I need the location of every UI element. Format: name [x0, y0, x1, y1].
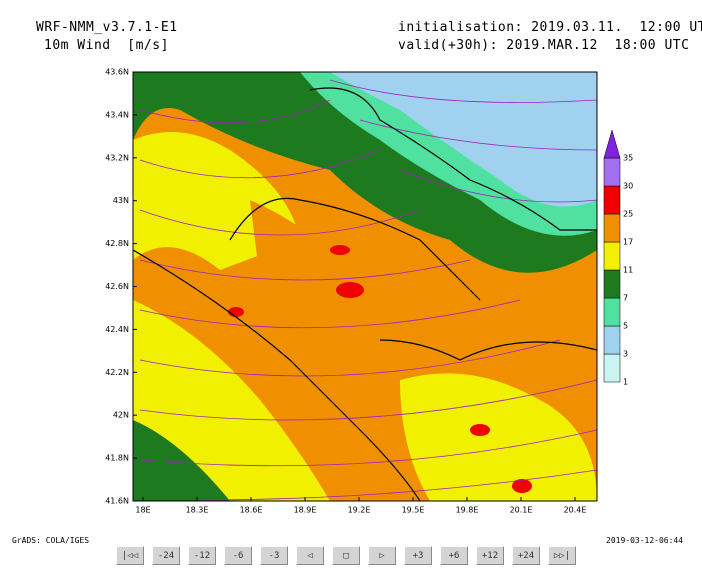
nav-button[interactable]: □: [332, 546, 360, 565]
nav-button[interactable]: ▷: [368, 546, 396, 565]
colorbar-label: 11: [623, 266, 633, 275]
lon-label: 18.9E: [294, 506, 317, 515]
lon-label: 19.8E: [456, 506, 479, 515]
nav-button[interactable]: -12: [188, 546, 216, 565]
nav-button[interactable]: ◁: [296, 546, 324, 565]
colorbar-box: [603, 353, 621, 383]
colorbar-label: 25: [623, 210, 633, 219]
lon-label: 20.4E: [564, 506, 587, 515]
colorbar-arrow: [603, 129, 621, 159]
colorbar-label: 1: [623, 378, 628, 387]
colorbar-box: [603, 213, 621, 243]
colorbar-label: 7: [623, 294, 628, 303]
init-time: initialisation: 2019.03.11. 12:00 UTC: [398, 20, 702, 35]
lat-label: 42.2N: [105, 368, 129, 377]
nav-button[interactable]: +6: [440, 546, 468, 565]
lat-label: 42.6N: [105, 282, 129, 291]
colorbar-box: [603, 269, 621, 299]
lat-label: 41.6N: [105, 497, 129, 506]
lat-label: 41.8N: [105, 454, 129, 463]
colorbar-box: [603, 297, 621, 327]
colorbar-box: [603, 241, 621, 271]
lon-label: 19.5E: [402, 506, 425, 515]
nav-button[interactable]: ▷▷|: [548, 546, 576, 565]
lat-label: 43.4N: [105, 110, 129, 119]
model-name: WRF-NMM_v3.7.1-E1: [36, 20, 178, 35]
lat-label: 43.2N: [105, 153, 129, 162]
colorbar-label: 5: [623, 322, 628, 331]
lon-label: 18.3E: [186, 506, 209, 515]
lat-label: 42.4N: [105, 325, 129, 334]
nav-button[interactable]: +3: [404, 546, 432, 565]
wind-field: [133, 72, 597, 501]
colorbar-box: [603, 185, 621, 215]
nav-button[interactable]: -6: [224, 546, 252, 565]
nav-button[interactable]: +24: [512, 546, 540, 565]
field-name: 10m Wind [m/s]: [44, 38, 169, 53]
lat-label: 43N: [113, 196, 129, 205]
lon-label: 18.6E: [240, 506, 263, 515]
colorbar-label: 30: [623, 182, 633, 191]
lon-label: 20.1E: [510, 506, 533, 515]
lon-label: 19.2E: [348, 506, 371, 515]
nav-button[interactable]: +12: [476, 546, 504, 565]
nav-button[interactable]: -3: [260, 546, 288, 565]
lat-label: 42.8N: [105, 239, 129, 248]
nav-button[interactable]: -24: [152, 546, 180, 565]
colorbar-label: 35: [623, 154, 633, 163]
lat-label: 42N: [113, 411, 129, 420]
timestamp: 2019-03-12-06:44: [606, 536, 684, 545]
valid-time: valid(+30h): 2019.MAR.12 18:00 UTC: [398, 38, 690, 53]
colorbar-label: 17: [623, 238, 633, 247]
colorbar-box: [603, 157, 621, 187]
nav-button[interactable]: |◁◁: [116, 546, 144, 565]
colorbar-label: 3: [623, 350, 628, 359]
colorbar-box: [603, 325, 621, 355]
lat-label: 43.6N: [105, 68, 129, 77]
lon-label: 18E: [135, 506, 150, 515]
map-panel: 43.6N 43.4N 43.2N 43N 42.8N 42.6N 42.4N 42.2N 42…: [105, 68, 633, 515]
credit: GrADS: COLA/IGES: [12, 536, 90, 545]
